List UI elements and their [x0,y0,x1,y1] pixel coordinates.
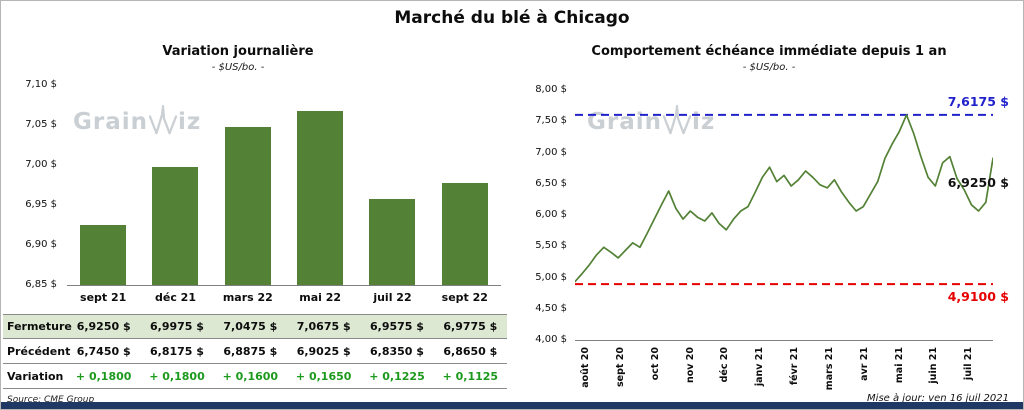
table-row: Précédent 6,7450 $ 6,8175 $ 6,8875 $ 6,9025 … [3,339,507,364]
support-price-label: 4,9100 $ [947,289,1009,304]
bar-chart-subtitle: - $US/bo. - [211,62,265,73]
updated-note: Mise à jour: ven 16 juil 2021 [867,393,1009,404]
bar-column [284,86,356,285]
table-cell: 6,8350 $ [370,344,424,358]
resistance-price-label: 7,6175 $ [947,94,1009,109]
month-label: oct 20 [649,347,661,381]
table-cell: 6,8875 $ [223,344,278,358]
table-cell: 6,9575 $ [370,320,424,333]
table-cell: + 0,1225 [369,369,425,383]
last-price-label: 6,9250 $ [947,175,1009,190]
y-tick-label: 5,00 $ [535,271,567,283]
month-label: mai 21 [893,347,905,384]
y-tick-label: 6,90 $ [25,239,57,250]
watermark-text-prefix: Grain [587,109,662,135]
table-cell: 6,9250 $ [76,320,131,333]
line-plot-svg [574,113,994,286]
table-cell: 6,8650 $ [443,344,498,358]
y-tick-label: 5,50 $ [535,240,567,252]
bar [152,167,199,285]
watermark-text-suffix: iz [178,109,202,135]
month-label: déc 20 [719,347,731,383]
y-tick-label: 4,00 $ [535,334,567,345]
table-cell: + 0,1125 [442,369,499,383]
y-tick-label: 7,50 $ [535,115,567,127]
line-chart-title: Comportement échéance immédiate depuis 1… [591,44,947,59]
bar [369,199,416,285]
watermark-text-prefix: Grain [73,109,148,135]
line-chart-subtitle: - $US/bo. - [742,62,796,73]
month-label: sept 20 [614,347,626,387]
table-cell: + 0,1650 [295,369,352,383]
bar [224,127,271,285]
y-tick-label: 7,05 $ [25,119,57,130]
table-cell: 6,8175 $ [150,344,204,358]
grainwiz-watermark: Grain iz [73,105,201,139]
row-label: Précédent [7,344,71,358]
bar-column [139,86,211,285]
row-label: Fermeture [7,320,72,333]
bar-column [212,86,284,285]
table-cell: 6,9025 $ [296,344,351,358]
month-label: févr 21 [789,347,800,385]
month-label: avr 21 [858,347,870,381]
y-tick-label: 6,00 $ [535,209,567,220]
line-y-axis: 4,00 $ 4,50 $ 5,00 $ 5,50 $ 6,00 $ 6,50 $ 7,00… [517,84,567,345]
bar-column [356,86,428,285]
table-row: Variation + 0,1800 + 0,1800 + 0,1600 + 0,165… [3,364,507,389]
bar-y-axis: 6,85 $ 6,90 $ 6,95 $ 7,00 $ 7,05 $ 7,10 $ [9,79,57,290]
table-row: Fermeture 6,9250 $ 6,9975 $ 7,0475 $ 7,0675 … [3,314,507,339]
y-tick-label: 7,10 $ [25,79,57,90]
category-label: mai 22 [299,291,342,304]
lightning-w-icon [663,105,691,135]
line-plot [574,91,994,341]
category-label: sept 22 [441,291,488,304]
month-label: janv 21 [754,347,766,387]
month-label: mars 21 [823,347,835,391]
category-label: sept 21 [80,291,127,304]
y-tick-label: 8,00 $ [535,84,567,95]
category-label: juil 22 [373,291,412,304]
table-cell: 7,0675 $ [296,320,351,333]
source-note: Source: CME Group [7,395,95,405]
y-tick-label: 6,50 $ [535,177,567,189]
bar [80,225,127,285]
table-cell: + 0,1800 [149,369,205,383]
price-table: Fermeture 6,9250 $ 6,9975 $ 7,0475 $ 7,0675 … [3,314,507,389]
bar-chart-title: Variation journalière [162,44,314,59]
category-label: mars 22 [222,291,273,304]
table-cell: 6,9775 $ [443,320,498,333]
y-tick-label: 7,00 $ [535,146,567,158]
bar-column [429,86,501,285]
month-label: juil 21 [963,347,975,381]
table-cell: 6,7450 $ [76,344,131,358]
table-cell: + 0,1800 [75,369,132,383]
table-cell: + 0,1600 [222,369,279,383]
category-label: déc 21 [154,291,196,304]
lightning-w-icon [149,105,177,135]
month-label: août 20 [580,347,591,388]
y-tick-label: 6,85 $ [25,279,57,290]
bar-column [67,86,139,285]
table-cell: 6,9975 $ [150,320,204,333]
month-label: juin 21 [928,347,940,384]
price-line [574,114,994,283]
bar-x-axis: sept 21 déc 21 mars 22 mai 22 juil 22 sept 22 [67,291,501,304]
line-x-axis: août 20 sept 20 oct 20 nov 20 déc 20 janv 21 f… [575,345,993,397]
y-tick-label: 7,00 $ [25,159,57,170]
bar-plot [67,86,501,286]
page-title: Marché du blé à Chicago [394,8,630,28]
bottom-accent-bar [1,402,1023,409]
y-tick-label: 4,50 $ [535,302,567,314]
month-label: nov 20 [684,347,696,384]
y-tick-label: 6,95 $ [25,199,57,210]
table-cell: 7,0475 $ [223,320,278,333]
bar [441,183,488,285]
row-label: Variation [7,369,64,383]
bar [297,111,344,285]
